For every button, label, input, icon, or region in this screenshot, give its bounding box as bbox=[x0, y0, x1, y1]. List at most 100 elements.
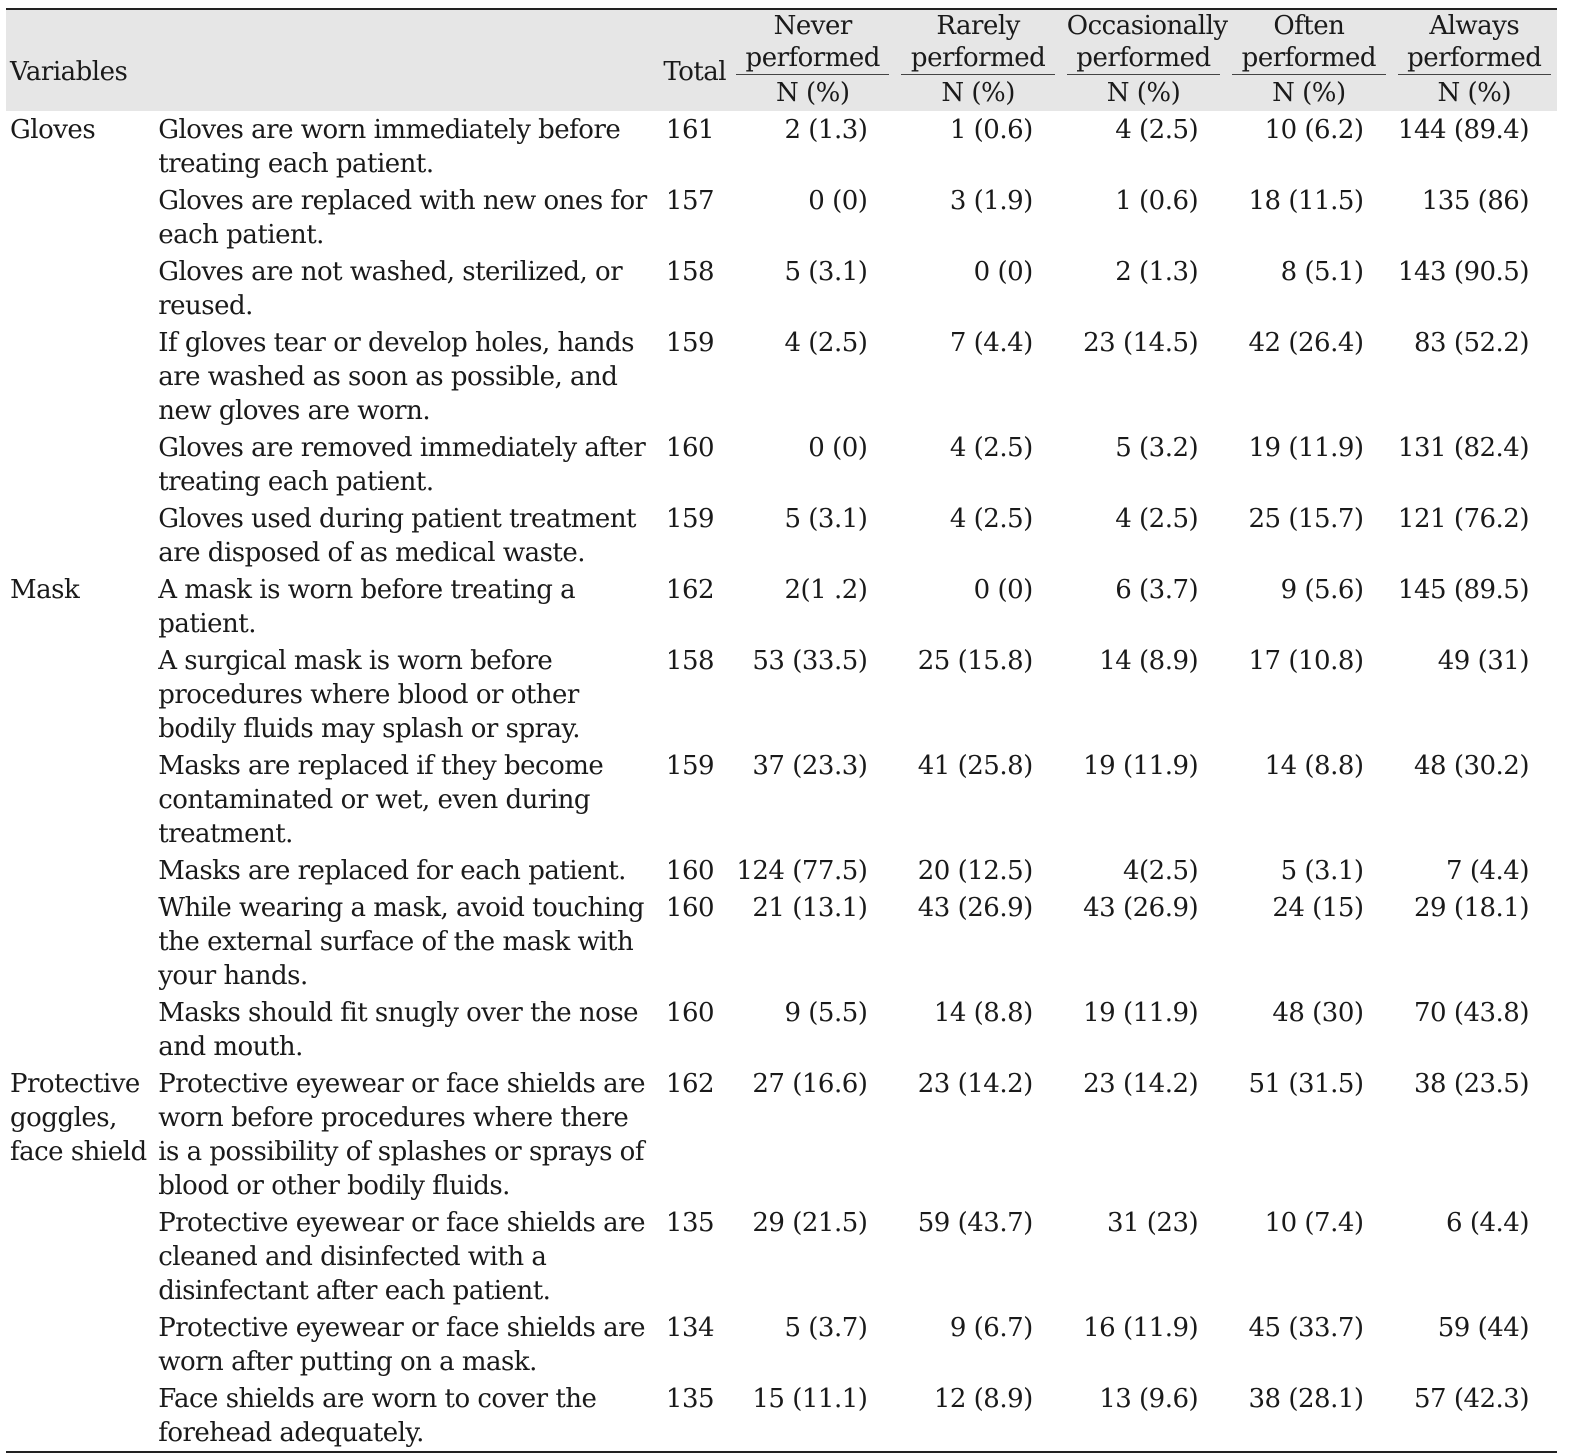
column-header-always: Always performed bbox=[1392, 8, 1557, 75]
total-cell: 135 bbox=[665, 1384, 715, 1414]
item-cell: A surgical mask is worn before procedure… bbox=[158, 646, 581, 744]
column-header-line2: performed bbox=[1076, 43, 1211, 73]
category-cell bbox=[6, 182, 153, 253]
value-cell: 25 (15.8) bbox=[917, 646, 1034, 676]
value-cell: 5 (3.7) bbox=[784, 1313, 868, 1343]
value-cell: 45 (33.7) bbox=[1248, 1313, 1365, 1343]
category-cell: Gloves bbox=[10, 115, 96, 145]
item-cell: Protective eyewear or face shields are w… bbox=[158, 1313, 645, 1377]
total-cell: 158 bbox=[665, 257, 715, 287]
column-header-rarely: Rarely performed bbox=[895, 8, 1060, 75]
unit-label: N (%) bbox=[775, 78, 850, 108]
value-cell: 23 (14.2) bbox=[917, 1069, 1034, 1099]
table-row: Gloves are not washed, sterilized, or re… bbox=[6, 253, 1557, 324]
item-cell: Gloves are removed immediately after tre… bbox=[158, 433, 646, 497]
total-cell: 135 bbox=[665, 1208, 715, 1238]
header-row: Variables Total Never performed Rarely per… bbox=[6, 8, 1557, 87]
value-cell: 2 (1.3) bbox=[784, 115, 868, 145]
table-row: Gloves are removed immediately after tre… bbox=[6, 429, 1557, 500]
unit-label: N (%) bbox=[1437, 78, 1512, 108]
column-header-line2: performed bbox=[1407, 43, 1542, 73]
table-row: Protective goggles, face shield Protectiv… bbox=[6, 1065, 1557, 1204]
item-cell: Face shields are worn to cover the foreh… bbox=[158, 1384, 597, 1448]
total-cell: 160 bbox=[665, 433, 715, 463]
category-cell bbox=[6, 429, 153, 500]
value-cell: 43 (26.9) bbox=[1083, 893, 1199, 923]
category-cell bbox=[6, 889, 153, 994]
value-cell: 9 (6.7) bbox=[949, 1313, 1033, 1343]
unit-label: N (%) bbox=[1106, 78, 1181, 108]
value-cell: 15 (11.1) bbox=[752, 1384, 868, 1414]
item-cell: Gloves used during patient treatment are… bbox=[158, 504, 637, 568]
value-cell: 29 (18.1) bbox=[1413, 893, 1530, 923]
value-cell: 14 (8.8) bbox=[933, 998, 1033, 1028]
category-cell bbox=[6, 1309, 153, 1380]
value-cell: 19 (11.9) bbox=[1248, 433, 1365, 463]
value-cell: 10 (6.2) bbox=[1264, 115, 1364, 145]
table-row: Mask A mask is worn before treating a pat… bbox=[6, 571, 1557, 642]
category-cell bbox=[6, 324, 153, 429]
value-cell: 5 (3.2) bbox=[1115, 433, 1199, 463]
value-cell: 5 (3.1) bbox=[1280, 856, 1364, 886]
category-cell bbox=[6, 253, 153, 324]
value-cell: 29 (21.5) bbox=[752, 1208, 868, 1238]
value-cell: 0 (0) bbox=[973, 575, 1034, 605]
table-row: If gloves tear or develop holes, hands a… bbox=[6, 324, 1557, 429]
total-cell: 160 bbox=[665, 856, 715, 886]
total-cell: 159 bbox=[665, 328, 715, 358]
value-cell: 17 (10.8) bbox=[1248, 646, 1365, 676]
value-cell: 38 (23.5) bbox=[1413, 1069, 1530, 1099]
column-header-never: Never performed bbox=[730, 8, 895, 75]
category-cell: Protective goggles, face shield bbox=[10, 1069, 147, 1167]
item-cell: Gloves are worn immediately before treat… bbox=[158, 115, 621, 179]
value-cell: 131 (82.4) bbox=[1397, 433, 1530, 463]
value-cell: 5 (3.1) bbox=[784, 257, 868, 287]
value-cell: 5 (3.1) bbox=[784, 504, 868, 534]
category-cell bbox=[6, 852, 153, 889]
item-cell: Protective eyewear or face shields are w… bbox=[158, 1069, 645, 1201]
top-rule bbox=[6, 8, 1557, 10]
value-cell: 59 (44) bbox=[1437, 1313, 1530, 1343]
column-header-occasionally: Occasionally performed bbox=[1061, 8, 1228, 75]
value-cell: 4 (2.5) bbox=[949, 504, 1033, 534]
value-cell: 0 (0) bbox=[973, 257, 1034, 287]
column-header-line2: performed bbox=[745, 43, 881, 73]
value-cell: 124 (77.5) bbox=[736, 856, 868, 886]
total-cell: 161 bbox=[665, 115, 715, 145]
total-cell: 159 bbox=[665, 504, 715, 534]
total-header: Total bbox=[663, 57, 727, 87]
value-cell: 25 (15.7) bbox=[1248, 504, 1365, 534]
value-cell: 21 (13.1) bbox=[752, 893, 868, 923]
value-cell: 4 (2.5) bbox=[949, 433, 1033, 463]
value-cell: 14 (8.8) bbox=[1264, 751, 1364, 781]
total-cell: 134 bbox=[665, 1313, 715, 1343]
column-header-line1: Never bbox=[773, 11, 853, 41]
value-cell: 19 (11.9) bbox=[1083, 751, 1199, 781]
value-cell: 1 (0.6) bbox=[1115, 186, 1199, 216]
value-cell: 59 (43.7) bbox=[917, 1208, 1034, 1238]
table-row: Gloves are replaced with new ones for ea… bbox=[6, 182, 1557, 253]
item-cell: Masks are replaced if they become contam… bbox=[158, 751, 604, 849]
item-cell: Gloves are not washed, sterilized, or re… bbox=[158, 257, 623, 321]
total-cell: 159 bbox=[665, 751, 715, 781]
category-cell bbox=[6, 747, 153, 852]
total-cell: 162 bbox=[665, 1069, 715, 1099]
value-cell: 135 (86) bbox=[1421, 186, 1530, 216]
column-header-line1: Rarely bbox=[936, 11, 1020, 41]
value-cell: 143 (90.5) bbox=[1397, 257, 1530, 287]
category-cell bbox=[6, 500, 153, 571]
value-cell: 42 (26.4) bbox=[1248, 328, 1365, 358]
value-cell: 8 (5.1) bbox=[1280, 257, 1364, 287]
table-row: Gloves Gloves are worn immediately before… bbox=[6, 111, 1557, 182]
variables-header: Variables bbox=[10, 57, 128, 87]
value-cell: 6 (3.7) bbox=[1115, 575, 1199, 605]
value-cell: 4 (2.5) bbox=[1115, 504, 1199, 534]
value-cell: 0 (0) bbox=[808, 186, 868, 216]
value-cell: 14 (8.9) bbox=[1099, 646, 1199, 676]
value-cell: 121 (76.2) bbox=[1397, 504, 1530, 534]
value-cell: 53 (33.5) bbox=[752, 646, 868, 676]
value-cell: 6 (4.4) bbox=[1446, 1208, 1529, 1238]
value-cell: 31 (23) bbox=[1106, 1208, 1199, 1238]
value-cell: 19 (11.9) bbox=[1083, 998, 1199, 1028]
table-row: Protective eyewear or face shields are c… bbox=[6, 1204, 1557, 1309]
